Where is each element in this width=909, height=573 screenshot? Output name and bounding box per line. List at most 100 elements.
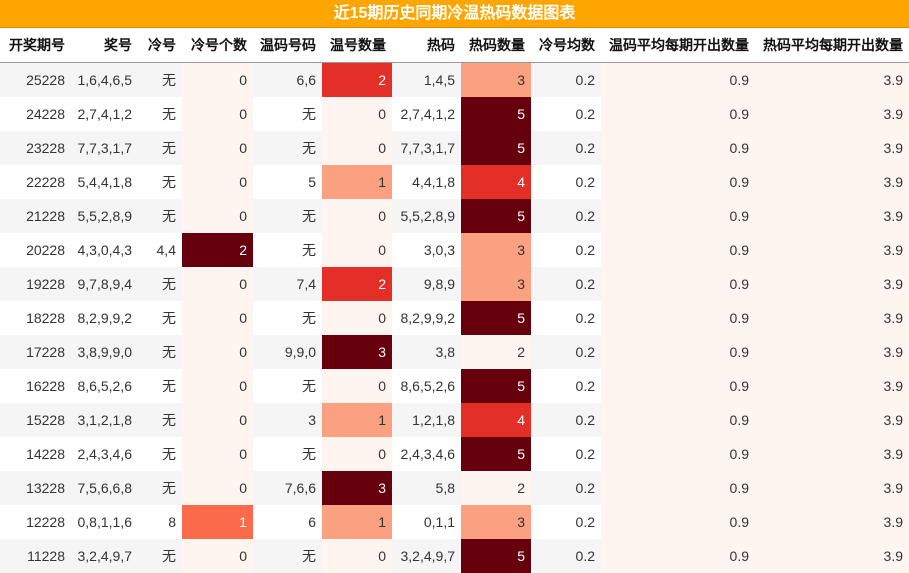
- cell-cold-avg: 0.2: [531, 97, 601, 131]
- cell-warm: 6: [253, 505, 322, 539]
- cell-cold: 无: [138, 437, 182, 471]
- cell-cold-count: 0: [182, 369, 253, 403]
- cell-warm-avg: 0.9: [601, 301, 755, 335]
- cell-hot-count: 4: [461, 403, 531, 437]
- table-row: 18228 8,2,9,9,2 无 0 无 0 8,2,9,9,2 5 0.2 0.9 3.9: [0, 301, 909, 335]
- cell-numbers: 9,7,8,9,4: [71, 267, 138, 301]
- cell-cold: 无: [138, 97, 182, 131]
- cell-cold-count: 0: [182, 437, 253, 471]
- cell-cold-avg: 0.2: [531, 403, 601, 437]
- cell-cold-avg: 0.2: [531, 233, 601, 267]
- cell-warm: 无: [253, 369, 322, 403]
- cell-issue: 22228: [0, 165, 71, 199]
- cell-cold: 无: [138, 403, 182, 437]
- cell-cold-count: 0: [182, 131, 253, 165]
- cell-warm-count: 0: [322, 369, 392, 403]
- cell-hot: 2,4,3,4,6: [392, 437, 461, 471]
- cell-numbers: 0,8,1,1,6: [71, 505, 138, 539]
- cell-issue: 15228: [0, 403, 71, 437]
- cell-hot: 8,2,9,9,2: [392, 301, 461, 335]
- cell-hot-count: 3: [461, 233, 531, 267]
- cell-warm-avg: 0.9: [601, 63, 755, 98]
- cell-hot-avg: 3.9: [755, 63, 909, 98]
- header-row: 开奖期号 奖号 冷号 冷号个数 温码号码 温号数量 热码 热码数量 冷号均数 温…: [0, 28, 909, 63]
- cell-warm: 无: [253, 199, 322, 233]
- cell-warm-count: 0: [322, 301, 392, 335]
- cell-hot-avg: 3.9: [755, 403, 909, 437]
- cell-issue: 24228: [0, 97, 71, 131]
- cell-cold: 无: [138, 471, 182, 505]
- cell-warm-avg: 0.9: [601, 539, 755, 573]
- cell-numbers: 3,1,2,1,8: [71, 403, 138, 437]
- cell-warm: 9,9,0: [253, 335, 322, 369]
- cell-hot-count: 2: [461, 335, 531, 369]
- cell-hot-avg: 3.9: [755, 471, 909, 505]
- cell-cold: 无: [138, 165, 182, 199]
- table-row: 17228 3,8,9,9,0 无 0 9,9,0 3 3,8 2 0.2 0.9 3.9: [0, 335, 909, 369]
- cell-hot-avg: 3.9: [755, 369, 909, 403]
- cell-hot: 8,6,5,2,6: [392, 369, 461, 403]
- cell-hot-avg: 3.9: [755, 539, 909, 573]
- cell-warm: 无: [253, 539, 322, 573]
- table-row: 22228 5,4,4,1,8 无 0 5 1 4,4,1,8 4 0.2 0.9 3.9: [0, 165, 909, 199]
- cell-cold: 无: [138, 267, 182, 301]
- cell-warm: 无: [253, 437, 322, 471]
- cell-hot-count: 5: [461, 369, 531, 403]
- table-row: 12228 0,8,1,1,6 8 1 6 1 0,1,1 3 0.2 0.9 3.9: [0, 505, 909, 539]
- cell-hot-count: 5: [461, 539, 531, 573]
- page-title: 近15期历史同期冷温热码数据图表: [0, 0, 909, 28]
- cell-hot-avg: 3.9: [755, 131, 909, 165]
- table-row: 16228 8,6,5,2,6 无 0 无 0 8,6,5,2,6 5 0.2 0.9 3.9: [0, 369, 909, 403]
- cell-hot-avg: 3.9: [755, 267, 909, 301]
- table-row: 20228 4,3,0,4,3 4,4 2 无 0 3,0,3 3 0.2 0.9 3.9: [0, 233, 909, 267]
- cell-cold-count: 0: [182, 97, 253, 131]
- cell-warm-count: 1: [322, 165, 392, 199]
- cell-cold-count: 2: [182, 233, 253, 267]
- table-row: 15228 3,1,2,1,8 无 0 3 1 1,2,1,8 4 0.2 0.9 3.9: [0, 403, 909, 437]
- cell-hot: 3,2,4,9,7: [392, 539, 461, 573]
- cell-hot: 2,7,4,1,2: [392, 97, 461, 131]
- table-row: 13228 7,5,6,6,8 无 0 7,6,6 3 5,8 2 0.2 0.9 3.9: [0, 471, 909, 505]
- cell-warm-count: 2: [322, 63, 392, 98]
- cell-numbers: 5,4,4,1,8: [71, 165, 138, 199]
- cell-hot-avg: 3.9: [755, 505, 909, 539]
- cell-warm-count: 0: [322, 437, 392, 471]
- cell-warm: 7,4: [253, 267, 322, 301]
- cell-issue: 11228: [0, 539, 71, 573]
- col-header-cold-count: 冷号个数: [182, 28, 253, 63]
- cell-hot: 5,5,2,8,9: [392, 199, 461, 233]
- cell-hot: 1,2,1,8: [392, 403, 461, 437]
- cell-hot-count: 3: [461, 63, 531, 98]
- table-row: 24228 2,7,4,1,2 无 0 无 0 2,7,4,1,2 5 0.2 0.9 3.9: [0, 97, 909, 131]
- cell-numbers: 8,2,9,9,2: [71, 301, 138, 335]
- cell-hot: 5,8: [392, 471, 461, 505]
- cell-hot-avg: 3.9: [755, 233, 909, 267]
- col-header-warm: 温码号码: [253, 28, 322, 63]
- cell-warm: 3: [253, 403, 322, 437]
- cell-warm-count: 1: [322, 403, 392, 437]
- cell-hot-avg: 3.9: [755, 335, 909, 369]
- cell-warm-avg: 0.9: [601, 335, 755, 369]
- cell-cold: 无: [138, 199, 182, 233]
- col-header-hot-count: 热码数量: [461, 28, 531, 63]
- cell-issue: 21228: [0, 199, 71, 233]
- table-row: 14228 2,4,3,4,6 无 0 无 0 2,4,3,4,6 5 0.2 0.9 3.9: [0, 437, 909, 471]
- cell-cold-count: 0: [182, 301, 253, 335]
- cell-warm-avg: 0.9: [601, 131, 755, 165]
- cell-hot: 7,7,3,1,7: [392, 131, 461, 165]
- cell-numbers: 2,4,3,4,6: [71, 437, 138, 471]
- table-row: 21228 5,5,2,8,9 无 0 无 0 5,5,2,8,9 5 0.2 0.9 3.9: [0, 199, 909, 233]
- cell-hot-count: 2: [461, 471, 531, 505]
- cell-warm-avg: 0.9: [601, 471, 755, 505]
- cell-hot: 0,1,1: [392, 505, 461, 539]
- table-row: 11228 3,2,4,9,7 无 0 无 0 3,2,4,9,7 5 0.2 0.9 3.9: [0, 539, 909, 573]
- cell-hot: 3,0,3: [392, 233, 461, 267]
- col-header-warm-avg: 温码平均每期开出数量: [601, 28, 755, 63]
- cell-warm: 无: [253, 301, 322, 335]
- cell-numbers: 7,5,6,6,8: [71, 471, 138, 505]
- cell-numbers: 3,8,9,9,0: [71, 335, 138, 369]
- cell-issue: 18228: [0, 301, 71, 335]
- cell-cold-count: 0: [182, 403, 253, 437]
- cell-cold-count: 0: [182, 267, 253, 301]
- cell-warm: 5: [253, 165, 322, 199]
